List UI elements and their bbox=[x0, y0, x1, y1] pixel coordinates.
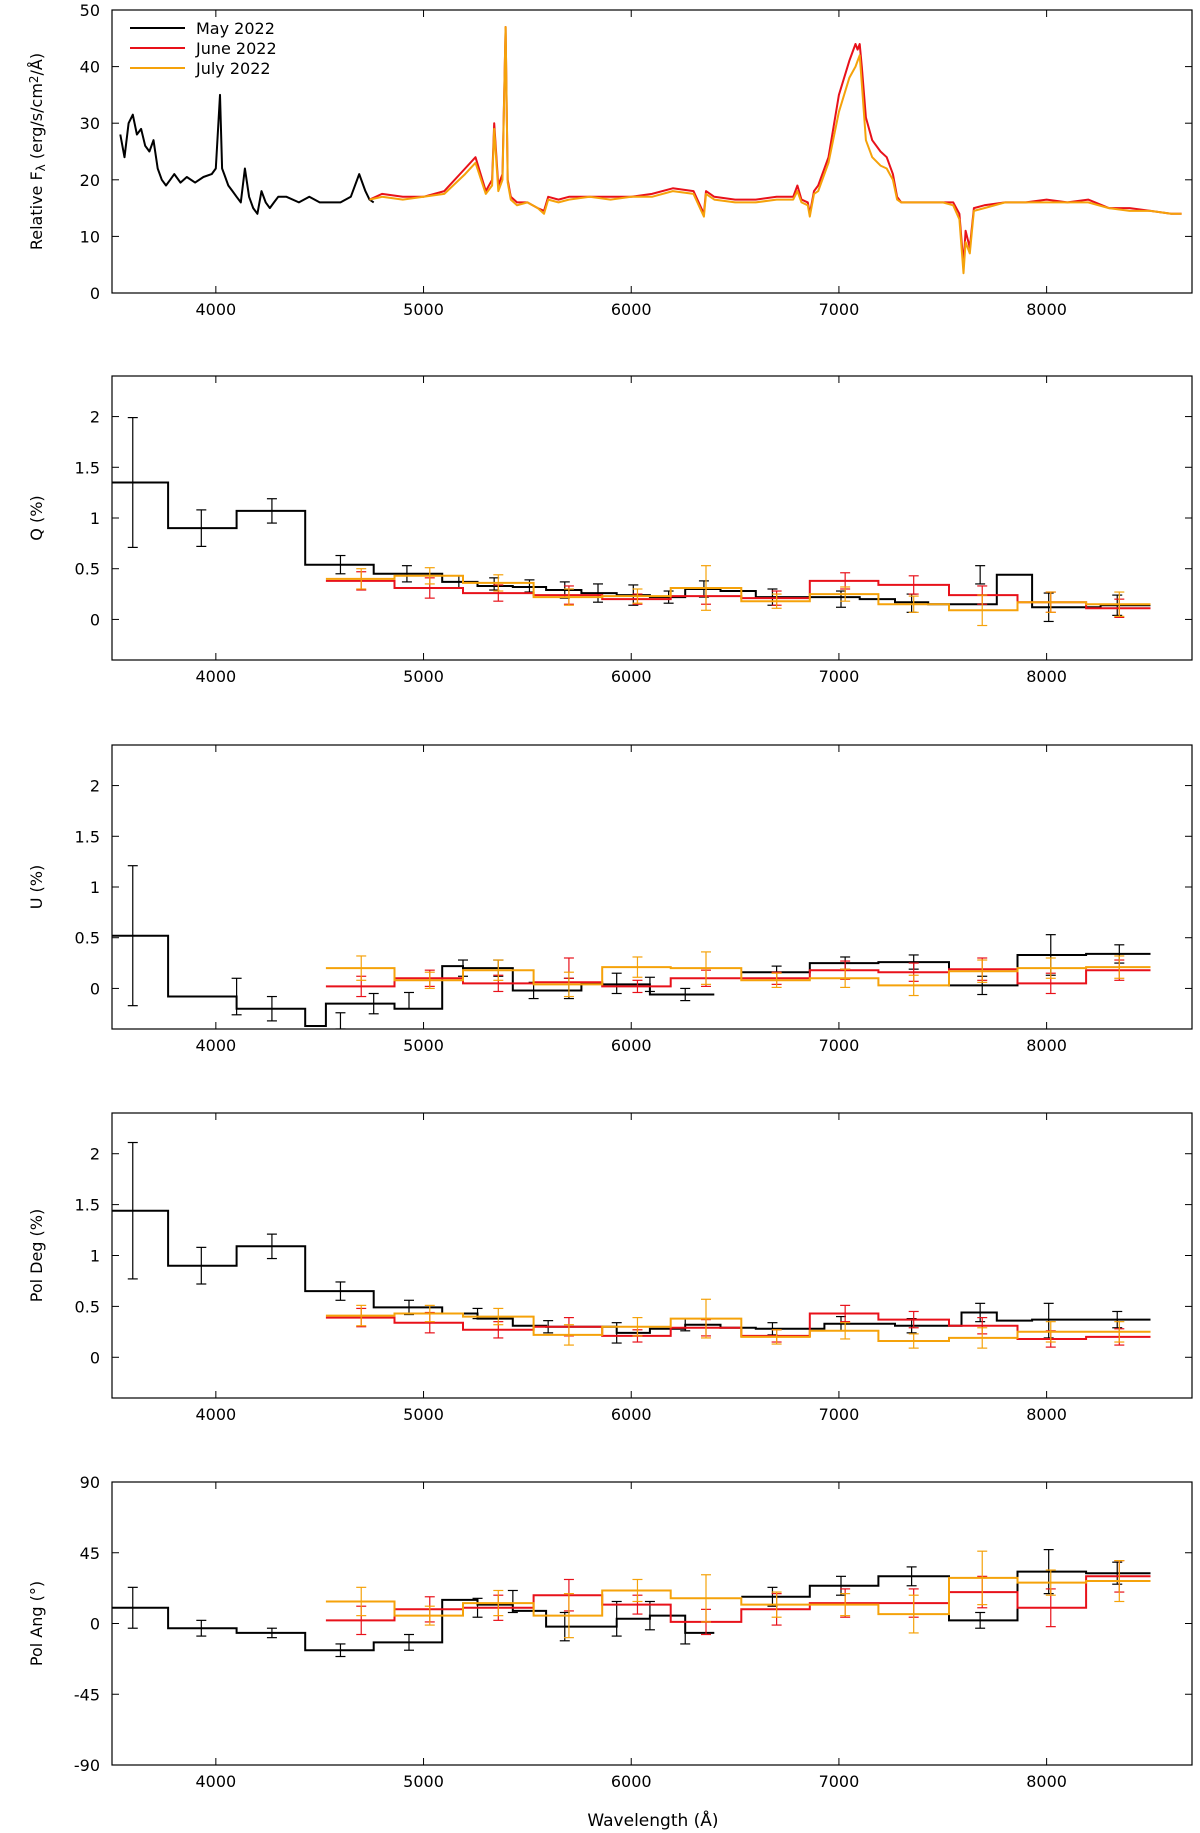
y-tick-label: 20 bbox=[80, 171, 100, 190]
q-panel: 4000 5000 6000 7000 8000 0 0.5 1 1.5 2 Q (%) bbox=[27, 375, 1193, 686]
legend-label: May 2022 bbox=[196, 19, 275, 38]
x-tick-label: 4000 bbox=[195, 1036, 236, 1055]
x-tick-label: 4000 bbox=[195, 300, 236, 319]
y-tick-label: -90 bbox=[74, 1756, 100, 1775]
y-axis-label: Q (%) bbox=[27, 495, 46, 540]
y-tick-label: -45 bbox=[74, 1685, 100, 1704]
step-may-2022 bbox=[112, 1598, 715, 1652]
y-axis-label: Pol Ang (°) bbox=[27, 1581, 46, 1666]
y-tick-label: 2 bbox=[90, 1145, 100, 1164]
y-tick-label: 1 bbox=[90, 509, 100, 528]
x-tick-label: 5000 bbox=[403, 1036, 444, 1055]
u-panel: 4000 5000 6000 7000 8000 0 0.5 1 1.5 2 U (%) bbox=[27, 744, 1193, 1055]
y-tick-label: 40 bbox=[80, 58, 100, 77]
x-tick-label: 8000 bbox=[1026, 1405, 1067, 1424]
x-tick-label: 4000 bbox=[195, 1772, 236, 1791]
pol-deg-panel: 4000 5000 6000 7000 8000 0 0.5 1 1.5 2 Pol Deg (%) bbox=[27, 1112, 1193, 1424]
step-june-2022 bbox=[325, 968, 1151, 988]
y-tick-label: 0 bbox=[90, 1615, 100, 1634]
x-tick-label: 8000 bbox=[1026, 1772, 1067, 1791]
x-tick-label: 5000 bbox=[403, 1405, 444, 1424]
series-july-2022 bbox=[369, 26, 1182, 275]
y-tick-label: 0 bbox=[90, 979, 100, 998]
y-tick-label: 2 bbox=[90, 777, 100, 796]
step-july-2022 bbox=[325, 574, 1151, 612]
y-tick-label: 45 bbox=[80, 1544, 100, 1563]
pol-ang-panel: 4000 5000 6000 7000 8000 -90 -45 0 45 90 Pol Ang (… bbox=[27, 1473, 1193, 1791]
y-axis-label: U (%) bbox=[27, 865, 46, 909]
x-tick-label: 5000 bbox=[403, 1772, 444, 1791]
x-tick-label: 4000 bbox=[195, 667, 236, 686]
x-tick-label: 7000 bbox=[819, 300, 860, 319]
plot-area bbox=[112, 1549, 1151, 1658]
x-tick-label: 6000 bbox=[611, 1772, 652, 1791]
y-tick-label: 10 bbox=[80, 227, 100, 246]
x-tick-label: 8000 bbox=[1026, 1036, 1067, 1055]
plot-area bbox=[112, 1141, 1151, 1349]
y-tick-label: 1 bbox=[90, 878, 100, 897]
series-june-2022 bbox=[369, 26, 1182, 266]
step-may-2022 bbox=[741, 1570, 1151, 1622]
x-tick-label: 8000 bbox=[1026, 667, 1067, 686]
y-tick-label: 50 bbox=[80, 1, 100, 20]
step-july-2022 bbox=[325, 966, 1151, 987]
y-axis-label: Relative Fλ (erg/s/cm2/Å) bbox=[27, 53, 48, 250]
x-tick-label: 6000 bbox=[611, 667, 652, 686]
y-tick-label: 0.5 bbox=[75, 1297, 100, 1316]
series-may-2022 bbox=[119, 93, 375, 215]
x-tick-label: 7000 bbox=[819, 1772, 860, 1791]
legend-label: June 2022 bbox=[195, 39, 277, 58]
step-may-2022 bbox=[112, 1209, 1151, 1334]
x-tick-label: 7000 bbox=[819, 667, 860, 686]
x-tick-label: 6000 bbox=[611, 1405, 652, 1424]
step-july-2022 bbox=[325, 1312, 1151, 1342]
y-axis-label: Pol Deg (%) bbox=[27, 1209, 46, 1303]
x-tick-label: 7000 bbox=[819, 1036, 860, 1055]
x-tick-label: 5000 bbox=[403, 300, 444, 319]
y-tick-label: 1.5 bbox=[75, 458, 100, 477]
y-tick-label: 0.5 bbox=[75, 560, 100, 579]
y-tick-label: 1 bbox=[90, 1247, 100, 1266]
plot-frame bbox=[111, 744, 1193, 1030]
flux-panel: 4000 5000 6000 7000 8000 0 10 20 30 40 50 Relative … bbox=[27, 1, 1193, 319]
y-tick-label: 0 bbox=[90, 610, 100, 629]
y-tick-label: 1.5 bbox=[75, 1196, 100, 1215]
y-tick-label: 2 bbox=[90, 408, 100, 427]
x-tick-label: 6000 bbox=[611, 1036, 652, 1055]
y-tick-label: 0 bbox=[90, 1348, 100, 1367]
y-tick-label: 90 bbox=[80, 1473, 100, 1492]
plot-frame bbox=[111, 1112, 1193, 1399]
step-june-2022 bbox=[325, 1312, 1151, 1340]
y-tick-label: 0 bbox=[90, 284, 100, 303]
x-tick-label: 4000 bbox=[195, 1405, 236, 1424]
y-tick-label: 1.5 bbox=[75, 827, 100, 846]
plot-area bbox=[119, 26, 1182, 275]
step-may-2022 bbox=[112, 481, 1151, 609]
plot-area bbox=[112, 865, 1151, 1029]
x-tick-label: 8000 bbox=[1026, 300, 1067, 319]
plot-frame bbox=[111, 1481, 1193, 1766]
step-june-2022 bbox=[325, 579, 1151, 610]
x-axis-label: Wavelength (Å) bbox=[587, 1809, 718, 1831]
plot-area bbox=[112, 416, 1151, 627]
x-tick-label: 7000 bbox=[819, 1405, 860, 1424]
legend-label: July 2022 bbox=[195, 59, 271, 78]
step-july-2022 bbox=[325, 1576, 1151, 1617]
plot-frame bbox=[111, 9, 1193, 294]
plot-frame bbox=[111, 375, 1193, 661]
x-tick-label: 5000 bbox=[403, 667, 444, 686]
y-tick-label: 30 bbox=[80, 114, 100, 133]
x-tick-label: 6000 bbox=[611, 300, 652, 319]
y-tick-label: 0.5 bbox=[75, 929, 100, 948]
